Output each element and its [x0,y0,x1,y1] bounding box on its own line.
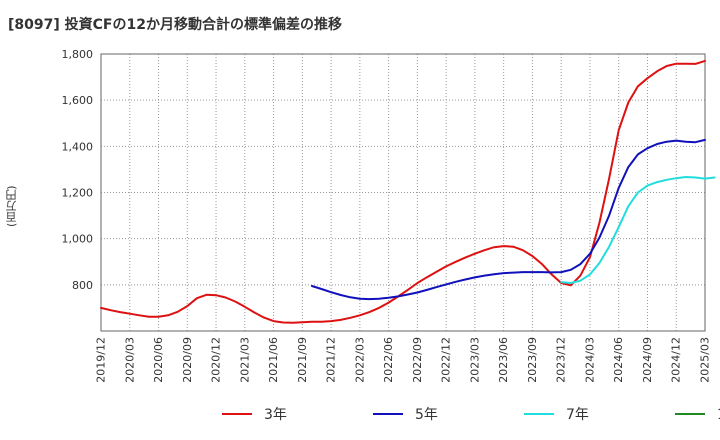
x-tick-label: 2020/12 [210,337,223,383]
y-axis-ticks: 800 1,000 1,200 1,400 1,600 1,800 [62,48,94,292]
x-tick-label: 2021/12 [325,337,338,383]
x-tick-label: 2021/06 [267,337,280,383]
x-tick-label: 2021/03 [238,337,251,383]
x-tick-label: 2022/06 [382,337,395,383]
y-tick-label: 1,000 [62,233,94,246]
x-tick-label: 2024/09 [641,337,654,383]
x-tick-label: 2019/12 [95,337,108,383]
y-tick-label: 1,600 [62,94,94,107]
x-tick-label: 2023/03 [468,337,481,383]
x-tick-label: 2022/12 [440,337,453,383]
x-tick-label: 2024/03 [583,337,596,383]
y-tick-label: 800 [72,279,93,292]
legend-label: 5年 [415,407,438,423]
x-tick-label: 2020/06 [152,337,165,383]
x-tick-label: 2024/06 [612,337,625,383]
legend-label: 3年 [264,407,287,423]
legend-label: 7年 [566,407,589,423]
plot-frame [100,53,706,332]
plot-area-border [100,53,706,332]
series-line [310,138,706,301]
grid-lines [100,53,706,331]
x-tick-label: 2024/12 [670,337,683,383]
legend-label: 10年 [717,407,720,423]
x-tick-label: 2023/12 [555,337,568,383]
x-tick-label: 2020/03 [123,337,136,383]
y-tick-label: 1,200 [62,187,94,200]
x-tick-label: 2023/06 [497,337,510,383]
x-tick-label: 2023/09 [526,337,539,383]
x-tick-label: 2022/09 [411,337,424,383]
series-line [560,176,716,284]
y-tick-label: 1,800 [62,48,94,61]
legend: 3年 5年 7年 10年 [222,407,720,423]
series-lines [100,59,716,324]
chart-title: [8097] 投資CFの12か月移動合計の標準偏差の推移 [8,17,342,33]
x-axis-ticks: 2019/12 2020/03 2020/06 2020/09 2020/12 2021/… [95,337,712,383]
x-tick-label: 2021/09 [296,337,309,383]
y-tick-label: 1,400 [62,140,94,153]
x-tick-label: 2020/09 [181,337,194,383]
x-tick-label: 2022/03 [353,337,366,383]
x-tick-label: 2025/03 [699,337,712,383]
series-line [100,59,706,324]
